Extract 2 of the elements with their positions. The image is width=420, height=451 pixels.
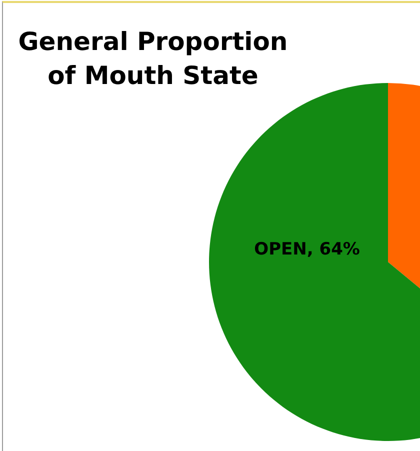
slice-label: OPEN, 64% — [254, 240, 360, 260]
chart-title: General Proportion of Mouth State — [17, 26, 289, 92]
